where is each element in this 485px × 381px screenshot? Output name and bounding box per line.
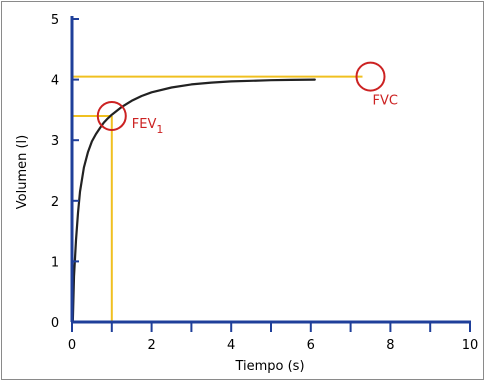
x-tick-label-2: 2 <box>147 338 155 353</box>
fev1-marker <box>96 100 127 131</box>
y-axis-title: Volumen (l) <box>15 135 30 209</box>
x-axis-title: Tiempo (s) <box>234 359 304 374</box>
y-axis-ticks: 0 1 2 3 4 5 <box>51 13 79 331</box>
x-tick-label-6: 6 <box>307 338 315 353</box>
x-tick-label-0: 0 <box>68 338 76 353</box>
x-tick-label-10: 10 <box>462 338 479 353</box>
y-tick-label-4: 4 <box>51 74 59 89</box>
y-tick-label-2: 2 <box>51 195 59 210</box>
guide-lines <box>72 75 363 322</box>
x-tick-label-4: 4 <box>227 338 235 353</box>
axes <box>70 16 471 324</box>
x-tick-label-8: 8 <box>386 338 394 353</box>
y-tick-label-0: 0 <box>51 316 59 331</box>
y-tick-label-1: 1 <box>51 255 59 270</box>
y-tick-label-5: 5 <box>51 13 59 28</box>
fev1-label-subscript: 1 <box>156 123 163 136</box>
fev1-label: FEV1 <box>132 117 164 136</box>
x-axis-ticks: 0 2 4 6 8 10 <box>68 322 478 353</box>
volume-time-curve <box>71 78 316 324</box>
annotations: FEV1 FVC <box>96 61 398 136</box>
curve-layer <box>71 78 316 324</box>
fvc-marker <box>355 61 386 92</box>
y-tick-label-3: 3 <box>51 134 59 149</box>
fvc-label: FVC <box>373 94 398 109</box>
